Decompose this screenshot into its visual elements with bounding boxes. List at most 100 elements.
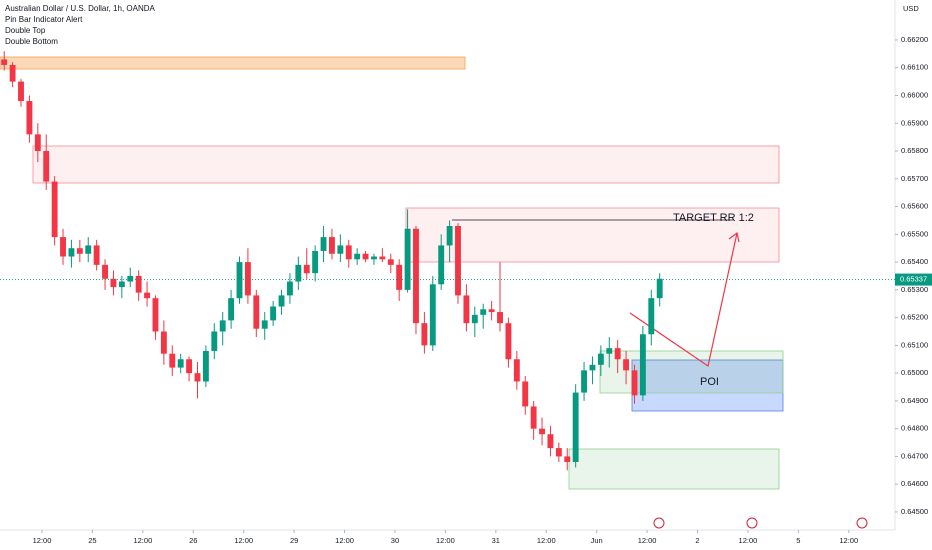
candle-body <box>144 292 151 299</box>
candle-body <box>564 456 571 462</box>
candle-body <box>480 309 487 315</box>
candle-body <box>303 264 310 274</box>
candle-body <box>522 381 529 407</box>
y-tick-label: 0.65900 <box>901 118 928 127</box>
candle-body <box>555 448 562 457</box>
candle-body <box>110 278 117 288</box>
candle-body <box>396 264 403 290</box>
candle-body <box>362 253 369 260</box>
candle-body <box>614 348 621 360</box>
candle-body <box>581 370 588 393</box>
y-tick-label: 0.64600 <box>901 479 928 488</box>
candle-body <box>446 225 453 246</box>
event-flag <box>653 517 665 529</box>
candle-body <box>387 259 394 265</box>
candle-body <box>371 256 377 260</box>
candle-body <box>34 134 41 152</box>
candle-body <box>312 250 319 274</box>
candle-body <box>219 320 226 332</box>
candle-body <box>261 320 268 329</box>
chart-title: Australian Dollar / U.S. Dollar, 1h, OAN… <box>5 4 155 13</box>
x-tick-label: Jun <box>591 536 603 545</box>
candle-body <box>85 245 92 254</box>
currency-label: USD <box>903 4 919 13</box>
candle-body <box>429 284 436 346</box>
x-tick-label: 12:00 <box>638 536 657 545</box>
candle-body <box>589 364 596 371</box>
candle-body <box>152 298 159 332</box>
y-tick-label: 0.65700 <box>901 174 928 183</box>
candle-body <box>76 248 83 254</box>
supply-zone <box>32 145 780 184</box>
poi-label: POI <box>700 376 719 388</box>
candle-body <box>194 373 201 382</box>
x-tick-label: 12:00 <box>33 536 52 545</box>
candle-body <box>471 314 478 324</box>
candle-body <box>513 359 520 382</box>
candle-body <box>253 295 260 329</box>
y-tick-label: 0.65100 <box>901 340 928 349</box>
candle-body <box>547 434 554 449</box>
candle-body <box>639 334 646 396</box>
candle-body <box>623 359 630 371</box>
candle-body <box>160 331 167 354</box>
y-tick-label: 0.64900 <box>901 396 928 405</box>
y-tick-label: 0.65400 <box>901 257 928 266</box>
candle-body <box>278 295 285 307</box>
y-tick-label: 0.64500 <box>901 507 928 516</box>
x-tick-label: 25 <box>88 536 96 545</box>
candle-body <box>202 350 209 382</box>
x-tick-label: 12:00 <box>335 536 354 545</box>
arrow-head <box>728 231 740 243</box>
candle-body <box>505 323 512 360</box>
x-tick-label: 12:00 <box>839 536 858 545</box>
x-tick-label: 12:00 <box>234 536 253 545</box>
candle-body <box>656 278 663 299</box>
supply-zone <box>0 56 466 70</box>
candle-body <box>43 151 50 182</box>
y-tick-label: 0.66100 <box>901 63 928 72</box>
x-tick-label: 26 <box>189 536 197 545</box>
y-tick-label: 0.64800 <box>901 424 928 433</box>
candle-body <box>497 312 503 324</box>
candle-body <box>9 64 16 82</box>
event-flag <box>746 517 758 529</box>
x-tick-label: 12:00 <box>436 536 455 545</box>
candle-body <box>530 406 537 429</box>
y-tick-label: 0.65200 <box>901 313 928 322</box>
candle-body <box>270 306 277 321</box>
candle-body <box>597 353 604 365</box>
y-tick-label: 0.66000 <box>901 90 928 99</box>
indicator-label: Pin Bar Indicator Alert <box>5 15 83 24</box>
x-tick-label: 12:00 <box>133 536 152 545</box>
candle-body <box>228 298 235 321</box>
candle-body <box>572 392 579 462</box>
y-tick-label: 0.64700 <box>901 451 928 460</box>
candle-body <box>177 359 184 368</box>
x-tick-label: 5 <box>796 536 800 545</box>
candle-body <box>295 264 302 282</box>
candle-body <box>631 370 638 396</box>
candle-body <box>488 309 495 313</box>
candle-body <box>51 181 58 238</box>
y-tick-label: 0.65500 <box>901 229 928 238</box>
y-tick-label: 0.65000 <box>901 368 928 377</box>
candle-body <box>404 228 411 290</box>
candle-body <box>455 225 461 296</box>
y-tick-label: 0.65800 <box>901 146 928 155</box>
candle-body <box>236 262 243 299</box>
x-tick-label: 31 <box>492 536 500 545</box>
candle-body <box>186 359 193 374</box>
candle-body <box>26 101 33 135</box>
last-price-label: 0.65337 <box>900 275 927 284</box>
candle-body <box>18 81 24 102</box>
event-flag <box>856 517 868 529</box>
candle-body <box>1 59 8 65</box>
candle-body <box>539 428 545 435</box>
candle-body <box>169 353 176 368</box>
candle-body <box>60 237 66 257</box>
y-tick-label: 0.65600 <box>901 202 928 211</box>
x-tick-label: 2 <box>695 536 699 545</box>
demand-zone <box>599 350 784 394</box>
candle-body <box>438 245 445 285</box>
